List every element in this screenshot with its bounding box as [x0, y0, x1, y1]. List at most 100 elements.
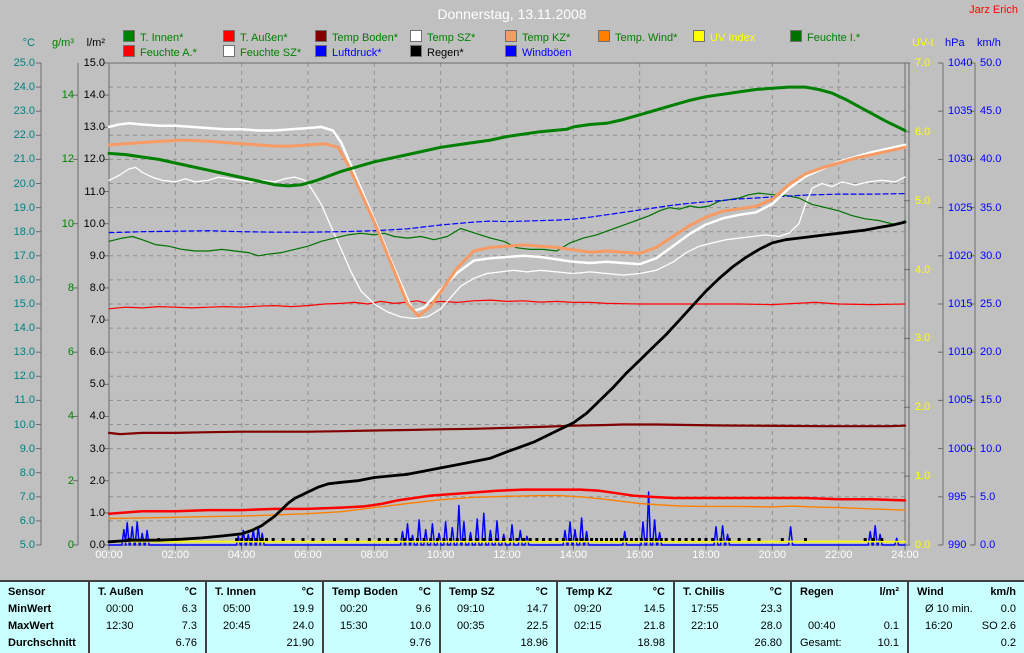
series-feuchte_sz — [108, 166, 906, 320]
legend-item-temp-wind-: Temp. Wind* — [598, 30, 677, 44]
legend-item-t-au-en-: T. Außen* — [223, 30, 288, 44]
rain-dot — [677, 538, 681, 541]
rain-dot — [585, 538, 589, 541]
table-column-t-au-en: T. Außen °C 00:00 6.3 12:30 7.3 6.76 — [88, 582, 205, 653]
rain-dot — [595, 538, 599, 541]
rain-dot — [344, 538, 348, 541]
x-tick-label: 12:00 — [493, 549, 521, 561]
table-cell: 26.80 — [754, 637, 782, 649]
hpa-tick-label: 1025 — [948, 201, 973, 214]
table-cell: 0.1 — [883, 620, 899, 632]
table-cell: 00:20 — [340, 603, 368, 615]
rain-dot — [863, 538, 867, 541]
c-tick-label: 16.0 — [13, 273, 35, 286]
x-tick-label: 06:00 — [294, 549, 322, 561]
uv-tick-label: 4.0 — [915, 263, 931, 276]
rain-dot — [644, 538, 648, 541]
table-row: Temp Boden °C — [324, 584, 439, 601]
rain-dot — [555, 538, 559, 541]
table-row: Temp KZ °C — [558, 584, 673, 601]
table-cell: 15:30 — [340, 620, 368, 632]
rain-dot — [880, 538, 884, 541]
rain-dot — [386, 538, 390, 541]
table-cell: Temp Boden — [332, 586, 398, 598]
legend-swatch-icon — [315, 45, 327, 57]
table-cell: °C — [184, 586, 197, 598]
series-windboeen — [108, 491, 906, 546]
c-tick-label: 6.0 — [19, 514, 35, 527]
table-cell: km/h — [990, 586, 1016, 598]
rain-dot — [605, 538, 608, 541]
table-cell: 18.96 — [520, 637, 548, 649]
l-tick-label: 15.0 — [83, 57, 105, 69]
table-row: 00:00 6.3 — [90, 601, 205, 618]
table-row: T. Innen °C — [207, 584, 322, 601]
table-row: Durchschnitt — [0, 635, 88, 652]
kmh-tick-label: 30.0 — [980, 249, 1002, 262]
x-tick-label: 14:00 — [559, 549, 588, 561]
table-cell: Temp SZ — [449, 586, 495, 598]
table-cell: 0.0 — [1000, 603, 1016, 615]
c-tick-label: 7.0 — [19, 490, 35, 503]
table-cell: 14.5 — [643, 603, 665, 615]
rain-dot — [711, 538, 715, 541]
table-cell: 21.90 — [286, 637, 314, 649]
legend-label: Luftdruck* — [332, 47, 382, 59]
table-cell: 10.0 — [409, 620, 431, 632]
rain-dot — [377, 538, 381, 541]
table-cell: T. Chilis — [683, 586, 725, 598]
rain-dot — [697, 538, 701, 541]
g-tick-label: 14 — [61, 89, 74, 102]
rain-dot — [495, 538, 499, 541]
table-cell: 7.3 — [181, 620, 197, 632]
c-tick-label: 17.0 — [13, 249, 35, 262]
table-cell: 16:20 — [925, 620, 953, 632]
table-column-temp-sz: Temp SZ °C 09:10 14.7 00:35 22.5 18.96 — [439, 582, 556, 653]
g-tick-label: 6 — [67, 346, 74, 359]
rain-dot — [442, 538, 446, 541]
table-cell: 00:00 — [106, 603, 134, 615]
rain-dot — [250, 538, 254, 541]
rain-dot — [321, 538, 325, 541]
legend-swatch-icon — [410, 30, 422, 42]
table-cell: 00:35 — [457, 620, 485, 632]
table-cell: 22.5 — [526, 620, 548, 632]
rain-dot — [654, 538, 658, 541]
table-row: 09:20 14.5 — [558, 601, 673, 618]
legend-swatch-icon — [223, 30, 235, 42]
rain-dot — [619, 538, 623, 541]
table-row: T. Chilis °C — [675, 584, 790, 601]
table-column-temp-kz: Temp KZ °C 09:20 14.5 02:15 21.8 18.98 — [556, 582, 673, 653]
x-tick-label: 08:00 — [360, 549, 389, 561]
table-cell: l/m² — [879, 586, 899, 598]
l-tick-label: 9.0 — [89, 249, 105, 262]
table-row: 18.98 — [558, 635, 673, 652]
rain-dot — [415, 538, 419, 541]
table-cell: Sensor — [8, 586, 46, 598]
rain-dot — [580, 538, 584, 541]
rain-dot — [522, 538, 526, 541]
table-row — [792, 601, 907, 618]
hpa-tick-label: 1005 — [948, 394, 973, 407]
rain-dot — [333, 538, 337, 541]
table-row: 16:20 SO 2.6 — [909, 618, 1024, 635]
uv-tick-label: 5.0 — [915, 194, 931, 207]
l-tick-label: 4.0 — [89, 410, 105, 423]
rain-dot — [684, 538, 688, 541]
table-row: 0.2 — [909, 635, 1024, 652]
series-luftdruck — [108, 193, 906, 234]
c-tick-label: 23.0 — [13, 105, 35, 118]
hpa-tick-label: 1000 — [948, 442, 973, 455]
table-row: T. Außen °C — [90, 584, 205, 601]
x-tick-label: 10:00 — [426, 549, 455, 561]
series-regen — [107, 220, 907, 544]
legend-item-temp-sz-: Temp SZ* — [410, 30, 475, 44]
hpa-tick-label: 1040 — [948, 57, 973, 69]
rain-dot — [659, 538, 663, 541]
rain-dot — [394, 538, 398, 541]
l-tick-label: 8.0 — [89, 281, 105, 294]
hpa-tick-label: 990 — [948, 539, 967, 551]
kmh-tick-label: 15.0 — [980, 394, 1002, 407]
table-cell: 24.0 — [292, 620, 314, 632]
